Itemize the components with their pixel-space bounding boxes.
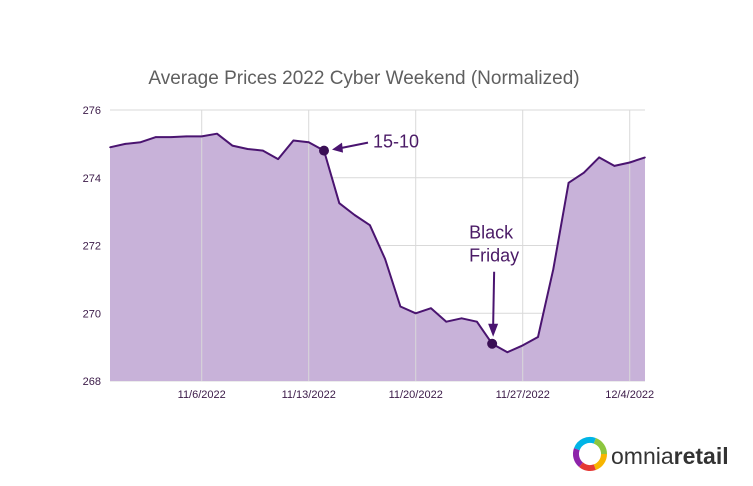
- data-point: [460, 317, 463, 320]
- brand-name-bold: retail: [674, 443, 729, 469]
- annotation-arrow: [337, 141, 369, 150]
- arrowhead: [488, 323, 499, 337]
- series-line: [109, 132, 646, 354]
- data-point: [537, 336, 539, 338]
- data-point: [353, 214, 356, 216]
- annotation-label-line: Friday: [469, 246, 519, 266]
- data-point: [552, 268, 555, 271]
- data-point: [170, 136, 172, 138]
- arrowhead: [332, 142, 343, 153]
- data-point: [124, 143, 127, 145]
- x-tick-label: 11/6/2022: [178, 389, 226, 401]
- brand-logo: omniaretail: [572, 436, 729, 471]
- logo-ring-segment: [579, 462, 596, 471]
- annotation-marker: [319, 145, 329, 156]
- data-point: [583, 171, 585, 174]
- logo-ring-segment: [593, 437, 608, 455]
- data-point: [200, 135, 203, 138]
- logo-ring-segment: [573, 436, 596, 451]
- y-tick-label: 274: [83, 173, 101, 185]
- data-point: [277, 158, 279, 160]
- data-point: [155, 136, 157, 138]
- x-tick-label: 11/13/2022: [282, 389, 336, 401]
- brand-name-light: omnia: [611, 443, 674, 469]
- data-point: [598, 156, 600, 159]
- y-tick-label: 270: [83, 308, 101, 320]
- data-point: [567, 182, 570, 184]
- annotation-arrow: [492, 271, 496, 326]
- data-point: [399, 305, 402, 308]
- brand-name: omniaretail: [611, 443, 729, 469]
- omnia-ring-icon: [572, 436, 608, 471]
- data-point: [185, 135, 188, 138]
- data-point: [506, 351, 509, 354]
- chart-title: Average Prices 2022 Cyber Weekend (Norma…: [148, 68, 579, 89]
- data-point: [476, 320, 478, 323]
- annotation-label: Black Friday: [469, 223, 519, 266]
- x-tick-label: 11/27/2022: [496, 389, 550, 401]
- data-point: [216, 132, 218, 135]
- data-point: [613, 165, 616, 167]
- area-fill: [110, 133, 645, 381]
- axes: 268 270 272 274 276 11/6/2022 11/13/2022 11/20/…: [83, 105, 655, 401]
- y-tick-label: 272: [83, 241, 101, 253]
- data-point: [246, 148, 249, 150]
- data-point: [414, 312, 417, 315]
- y-tick-label: 268: [83, 376, 101, 388]
- data-point: [369, 224, 371, 226]
- annotation-label: 15-10: [373, 132, 419, 152]
- logo-ring-segment: [593, 453, 608, 471]
- data-point: [521, 344, 524, 347]
- data-point: [109, 146, 111, 149]
- data-point: [338, 202, 341, 204]
- x-tick-label: 11/20/2022: [389, 389, 443, 401]
- logo-ring-segment: [572, 448, 584, 468]
- data-point: [307, 141, 310, 143]
- area-series: [109, 110, 646, 381]
- annotation-marker: [487, 338, 498, 349]
- data-point: [292, 139, 295, 142]
- data-point: [139, 141, 142, 143]
- annotation-label-line: Black: [469, 223, 514, 243]
- data-point: [262, 149, 264, 152]
- data-point: [445, 320, 448, 323]
- data-point: [384, 258, 386, 260]
- data-point: [644, 156, 646, 159]
- data-point: [430, 307, 432, 310]
- y-tick-label: 276: [83, 105, 101, 117]
- data-point: [231, 144, 234, 147]
- x-tick-label: 12/4/2022: [605, 389, 654, 401]
- annotations: 15-10 Black Friday: [319, 132, 519, 349]
- data-point: [628, 161, 631, 164]
